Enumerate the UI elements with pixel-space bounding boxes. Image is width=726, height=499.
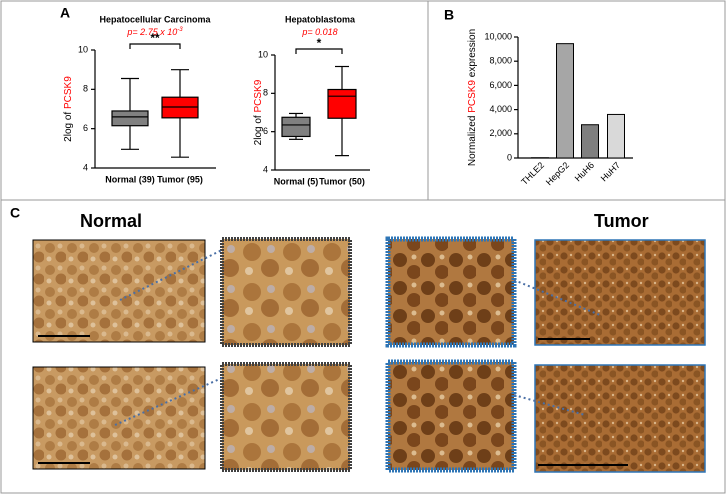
y-tick-label: 4,000 <box>489 104 512 114</box>
y-axis-label-text: 2log of <box>253 112 264 145</box>
x-tick-label: THLE2 <box>519 160 546 187</box>
y-tick-label: 10,000 <box>484 31 512 41</box>
x-tick-label: Tumor (95) <box>157 174 203 184</box>
y-axis-label: Normalized PCSK9 expression <box>467 29 478 166</box>
y-axis-label: 2log of PCSK9 <box>253 79 264 145</box>
y-tick-label: 4 <box>83 162 88 172</box>
y-tick-label: 6 <box>83 123 88 133</box>
y-axis-label-highlight: PCSK9 <box>253 79 264 112</box>
micrograph-zoom <box>222 364 350 470</box>
x-tick-label: Normal (5) <box>274 176 319 186</box>
y-axis-label-text: expression <box>467 29 478 80</box>
panel-label: A <box>60 5 70 21</box>
micrographs <box>33 239 705 472</box>
y-tick-label: 10 <box>258 49 268 59</box>
micrograph-zoom <box>388 362 514 470</box>
y-axis-label-highlight: PCSK9 <box>63 76 74 109</box>
normal-label: Normal <box>80 211 142 231</box>
bar <box>608 114 625 158</box>
y-tick-label: 4 <box>263 164 268 174</box>
micrograph-zoom <box>222 239 350 345</box>
y-tick-label: 8 <box>83 84 88 94</box>
bar <box>582 125 599 158</box>
y-axis-label-highlight: PCSK9 <box>467 80 478 113</box>
micrograph <box>535 365 705 472</box>
y-tick-label: 8,000 <box>489 56 512 66</box>
y-axis-label: 2log of PCSK9 <box>63 76 74 142</box>
box <box>282 117 310 136</box>
chart-title: Hepatocellular Carcinoma <box>99 14 211 24</box>
y-tick-label: 6 <box>263 126 268 136</box>
box <box>112 111 148 126</box>
y-axis-label-text: Normalized <box>467 113 478 166</box>
significance: ** <box>150 31 160 45</box>
y-tick-label: 2,000 <box>489 128 512 138</box>
panel-label: C <box>10 205 20 221</box>
x-tick-label: Normal (39) <box>105 174 155 184</box>
chart-title: Hepatoblastoma <box>285 14 356 24</box>
y-tick-label: 0 <box>507 152 512 162</box>
y-tick-label: 6,000 <box>489 80 512 90</box>
significance: * <box>317 36 322 50</box>
micrograph-zoom <box>388 239 514 345</box>
x-tick-label: HuH6 <box>573 160 596 183</box>
x-tick-label: HepG2 <box>544 160 571 187</box>
panel-label: B <box>444 7 454 23</box>
micrograph <box>535 240 705 345</box>
tumor-label: Tumor <box>594 211 649 231</box>
bar <box>557 44 574 158</box>
x-tick-label: HuH7 <box>599 160 622 183</box>
x-tick-label: Tumor (50) <box>319 176 365 186</box>
micrograph <box>33 367 205 469</box>
box <box>328 90 356 119</box>
micrograph <box>33 240 205 342</box>
p-value-exponent: -3 <box>177 27 183 33</box>
y-tick-label: 8 <box>263 88 268 98</box>
y-tick-label: 10 <box>78 44 88 54</box>
y-axis-label-text: 2log of <box>63 109 74 142</box>
